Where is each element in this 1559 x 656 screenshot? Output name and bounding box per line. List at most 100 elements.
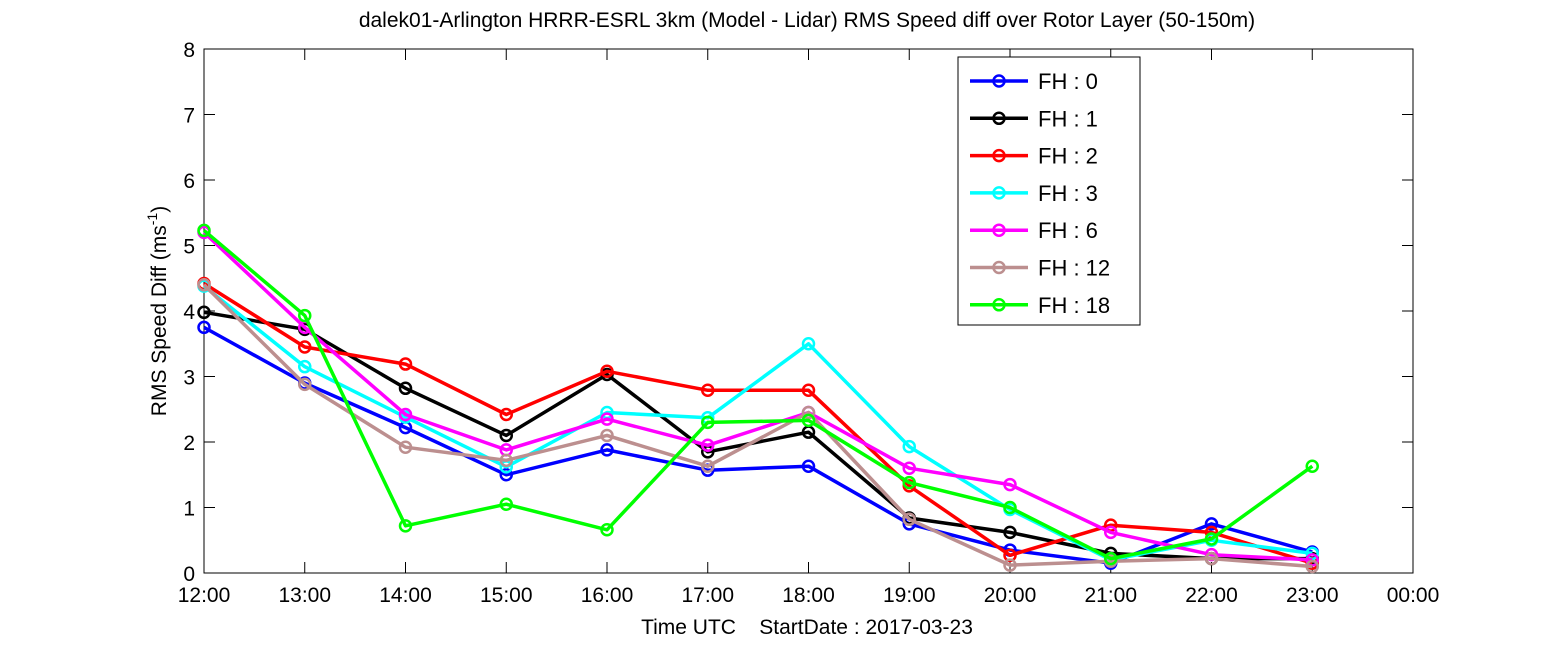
data-point bbox=[701, 438, 715, 453]
x-tick-label: 17:00 bbox=[681, 584, 734, 607]
legend-label: FH : 3 bbox=[1038, 181, 1098, 206]
data-point bbox=[1204, 551, 1219, 566]
x-tick-label: 12:00 bbox=[178, 584, 231, 607]
legend-entry: FH : 2 bbox=[970, 144, 1098, 169]
data-point bbox=[298, 308, 312, 323]
data-point bbox=[1104, 551, 1118, 566]
legend-label: FH : 0 bbox=[1038, 69, 1098, 94]
legend-entry: FH : 12 bbox=[970, 256, 1110, 281]
data-point bbox=[298, 359, 312, 374]
x-axis-label: Time UTC StartDate : 2017-03-23 bbox=[641, 616, 973, 639]
legend-swatch-marker bbox=[992, 186, 1006, 200]
x-tick-label: 22:00 bbox=[1185, 584, 1238, 607]
plot-area bbox=[204, 49, 1413, 573]
data-point bbox=[600, 364, 614, 379]
series-6 bbox=[197, 278, 1319, 574]
data-point bbox=[298, 340, 312, 354]
data-point bbox=[298, 377, 312, 392]
y-tick-label: 2 bbox=[183, 432, 195, 455]
legend-label: FH : 6 bbox=[1038, 218, 1098, 243]
legend-label: FH : 18 bbox=[1038, 293, 1110, 318]
legend-label: FH : 1 bbox=[1038, 106, 1098, 131]
data-point bbox=[902, 439, 916, 454]
data-point bbox=[902, 475, 916, 490]
legend-swatch-marker bbox=[992, 223, 1006, 237]
data-point bbox=[600, 523, 614, 537]
data-point bbox=[499, 497, 513, 511]
data-point bbox=[801, 459, 816, 473]
data-point bbox=[197, 278, 211, 292]
data-point bbox=[902, 461, 916, 475]
data-point bbox=[197, 320, 211, 335]
x-tick-label: 13:00 bbox=[278, 584, 331, 607]
x-tick-label: 14:00 bbox=[379, 584, 432, 607]
data-point bbox=[801, 383, 816, 398]
legend-swatch-marker bbox=[992, 111, 1006, 126]
x-tick-label: 00:00 bbox=[1387, 584, 1440, 607]
series-line bbox=[202, 231, 1313, 562]
x-tick-label: 16:00 bbox=[581, 584, 634, 607]
data-point bbox=[1204, 517, 1219, 531]
legend-swatch-marker bbox=[992, 260, 1006, 275]
y-axis-ticks: 0 1 2 3 4 5 6 7 8 bbox=[183, 39, 1413, 586]
x-tick-label: 21:00 bbox=[1084, 584, 1137, 607]
legend-swatch-marker bbox=[992, 74, 1006, 88]
y-tick-label: 3 bbox=[183, 367, 195, 390]
y-tick-label: 5 bbox=[183, 236, 195, 259]
data-point bbox=[1003, 558, 1017, 572]
series-line bbox=[202, 229, 1314, 561]
data-point bbox=[1003, 500, 1017, 515]
x-tick-label: 18:00 bbox=[782, 584, 835, 607]
data-point bbox=[600, 443, 614, 457]
data-point bbox=[1104, 525, 1118, 540]
data-point bbox=[701, 415, 715, 430]
x-tick-label: 20:00 bbox=[984, 584, 1037, 607]
data-point bbox=[1003, 477, 1017, 492]
data-point bbox=[499, 428, 513, 443]
data-point bbox=[499, 453, 513, 468]
data-point bbox=[398, 407, 413, 422]
data-point bbox=[801, 413, 816, 428]
data-point bbox=[600, 428, 614, 443]
legend-label: FH : 2 bbox=[1038, 144, 1098, 169]
x-axis-ticks: 12:00 13:00 14:00 15:00 16:00 17:00 18:00 19:00… bbox=[178, 49, 1440, 607]
series-lines bbox=[197, 223, 1319, 574]
legend-swatch-marker bbox=[992, 148, 1006, 163]
legend-swatch-marker bbox=[992, 298, 1006, 312]
y-tick-label: 4 bbox=[183, 301, 195, 324]
data-point bbox=[1003, 525, 1017, 540]
legend-entry: FH : 3 bbox=[970, 181, 1098, 206]
data-point bbox=[701, 459, 715, 473]
x-tick-label: 23:00 bbox=[1286, 584, 1339, 607]
legend-entry: FH : 1 bbox=[970, 106, 1098, 131]
y-tick-label: 8 bbox=[183, 39, 195, 62]
data-point bbox=[701, 383, 715, 398]
series-line bbox=[202, 283, 1313, 569]
y-tick-label: 6 bbox=[183, 170, 195, 193]
legend: FH : 0 FH : 1 FH : 2 FH : 3 FH : 6 FH : 12 FH … bbox=[957, 56, 1141, 326]
data-point bbox=[398, 519, 413, 533]
y-axis-label-close: ) bbox=[148, 206, 171, 213]
data-point bbox=[1305, 459, 1319, 473]
data-point bbox=[398, 440, 413, 454]
y-tick-label: 0 bbox=[183, 563, 195, 586]
legend-entry: FH : 18 bbox=[970, 293, 1110, 318]
x-tick-label: 19:00 bbox=[883, 584, 936, 607]
series-7 bbox=[197, 223, 1319, 566]
x-tick-label: 15:00 bbox=[480, 584, 533, 607]
y-axis-label-text: RMS Speed Diff (ms bbox=[148, 225, 171, 416]
data-point bbox=[1305, 559, 1319, 574]
y-axis-label-superscript: -1 bbox=[144, 213, 160, 226]
y-tick-label: 7 bbox=[183, 105, 195, 128]
legend-entry: FH : 6 bbox=[970, 218, 1098, 243]
chart-title: dalek01-Arlington HRRR-ESRL 3km (Model -… bbox=[359, 9, 1255, 32]
data-point bbox=[600, 412, 614, 426]
legend-label: FH : 12 bbox=[1038, 256, 1110, 281]
data-point bbox=[499, 407, 513, 422]
y-tick-label: 1 bbox=[183, 498, 195, 521]
data-point bbox=[902, 512, 916, 527]
legend-entry: FH : 0 bbox=[970, 69, 1098, 94]
data-point bbox=[801, 337, 816, 351]
data-point bbox=[197, 223, 211, 238]
